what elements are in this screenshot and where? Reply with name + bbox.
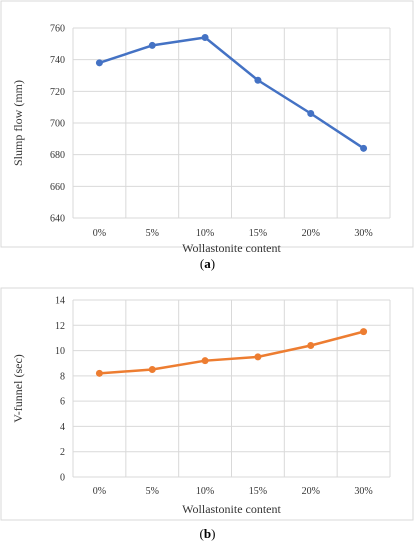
caption-a-letter: a bbox=[204, 256, 211, 271]
chart-a-data-point bbox=[148, 41, 156, 49]
chart-b-y-axis-title: V-funnel (sec) bbox=[11, 354, 25, 423]
chart-b-xtick-label: 30% bbox=[354, 486, 372, 497]
caption-b-open: ( bbox=[199, 526, 204, 541]
chart-a-ytick-label: 640 bbox=[50, 214, 65, 225]
chart-b-ytick-label: 0 bbox=[60, 473, 65, 484]
chart-a-series-line bbox=[98, 36, 365, 150]
chart-a-xtick-label: 20% bbox=[302, 228, 320, 239]
chart-b-data-point bbox=[148, 366, 156, 374]
chart-a-ytick-label: 660 bbox=[50, 182, 65, 193]
chart-a-data-point bbox=[95, 59, 103, 67]
chart-a-xtick-label: 0% bbox=[93, 228, 106, 239]
caption-a-close: ) bbox=[210, 256, 216, 271]
chart-b-ytick-label: 10 bbox=[55, 346, 65, 357]
chart-a-ytick-label: 720 bbox=[50, 87, 65, 98]
chart-b-ytick-label: 12 bbox=[55, 321, 65, 332]
caption-a-open: ( bbox=[199, 256, 205, 271]
chart-b-xtick-label: 15% bbox=[249, 486, 267, 497]
chart-a-ytick-label: 760 bbox=[50, 24, 65, 35]
chart-b-series-line bbox=[98, 330, 365, 375]
chart-a-data-point bbox=[360, 144, 368, 152]
chart-b-v-funnel: 0 2 4 6 8 10 12 14 0% 5% 10% 15% 20% 30% Wollastonite … bbox=[0, 287, 414, 521]
chart-a-y-axis-title: Slump flow (mm) bbox=[11, 80, 25, 166]
chart-b-xtick-label: 0% bbox=[93, 486, 106, 497]
chart-b-data-point bbox=[254, 353, 262, 361]
chart-a-data-point bbox=[254, 76, 262, 84]
chart-a-ytick-label: 700 bbox=[50, 119, 65, 130]
chart-b-ytick-label: 2 bbox=[60, 447, 65, 458]
chart-b-data-point bbox=[201, 357, 209, 365]
chart-a-xtick-label: 5% bbox=[146, 228, 159, 239]
chart-a-xtick-label: 15% bbox=[249, 228, 267, 239]
chart-a-ytick-label: 680 bbox=[50, 150, 65, 161]
chart-a-x-axis-title: Wollastonite content bbox=[182, 241, 281, 255]
chart-b-ytick-label: 6 bbox=[60, 397, 65, 408]
chart-b-xtick-label: 10% bbox=[196, 486, 214, 497]
chart-b-ytick-label: 8 bbox=[60, 371, 65, 382]
chart-b-xtick-label: 20% bbox=[302, 486, 320, 497]
chart-a-data-point bbox=[201, 34, 209, 41]
chart-b-data-point bbox=[360, 328, 368, 336]
chart-a-frame bbox=[0, 0, 414, 248]
chart-a-xtick-label: 10% bbox=[196, 228, 214, 239]
caption-b-close: ) bbox=[211, 526, 216, 541]
chart-b-ytick-label: 4 bbox=[60, 422, 65, 433]
caption-b-letter: b bbox=[203, 526, 212, 541]
caption-b: (b) bbox=[0, 526, 415, 542]
chart-a-slump-flow: 640 660 680 700 720 740 760 0% 5% 10% 15% 20% 30% Wol… bbox=[0, 0, 414, 255]
chart-a-xtick-label: 30% bbox=[354, 228, 372, 239]
chart-b-data-point bbox=[95, 369, 103, 377]
chart-a-ytick-label: 740 bbox=[50, 55, 65, 66]
chart-b-data-point bbox=[307, 342, 315, 350]
caption-a: (a) bbox=[0, 256, 415, 272]
chart-b-frame bbox=[0, 287, 414, 521]
chart-a-data-point bbox=[307, 110, 315, 117]
chart-b-x-axis-title: Wollastonite content bbox=[182, 502, 281, 516]
chart-b-ytick-label: 14 bbox=[55, 296, 65, 307]
chart-b-xtick-label: 5% bbox=[146, 486, 159, 497]
